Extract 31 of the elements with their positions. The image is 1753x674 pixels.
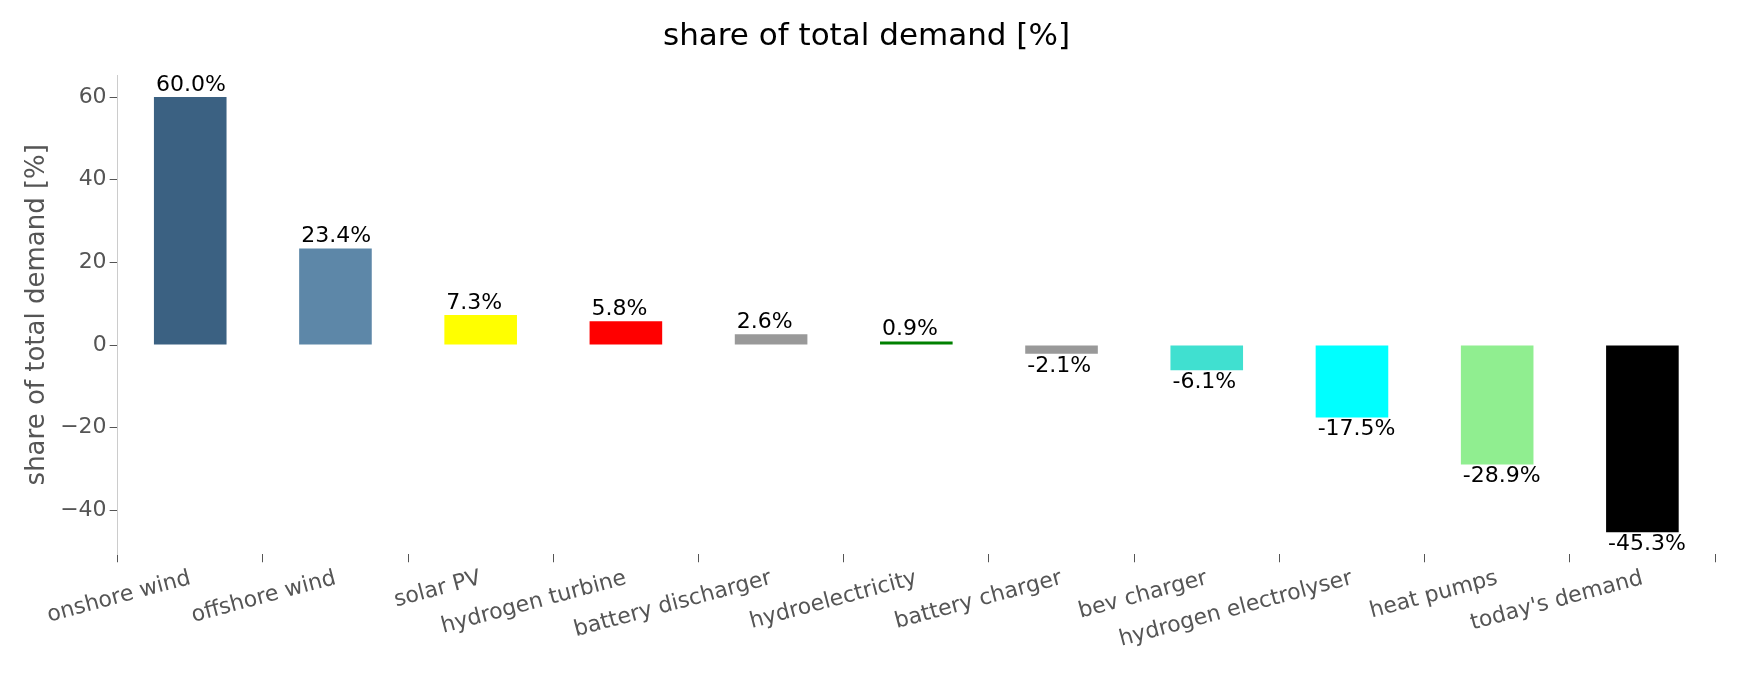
chart-title: share of total demand [%]	[662, 15, 1071, 52]
bar	[1315, 345, 1389, 418]
data-label: -45.3%	[1608, 530, 1686, 556]
y-tick-label: −20	[60, 413, 107, 439]
bar	[880, 341, 953, 345]
bar	[1170, 345, 1244, 371]
data-label: 2.6%	[736, 308, 793, 334]
data-label: 7.3%	[446, 288, 503, 314]
y-tick-label: 20	[78, 248, 107, 274]
bar	[1606, 345, 1679, 533]
y-tick-label: 60	[78, 82, 107, 108]
bar	[444, 314, 517, 345]
bar	[734, 334, 808, 345]
bar	[1460, 345, 1534, 465]
y-tick-label: 40	[78, 165, 107, 191]
data-label: -6.1%	[1172, 368, 1237, 394]
data-label: 0.9%	[882, 315, 938, 341]
data-label: -28.9%	[1462, 462, 1541, 488]
data-label: 5.8%	[591, 294, 648, 320]
bar	[589, 321, 663, 345]
data-label: 60.0%	[155, 70, 226, 96]
data-label: -2.1%	[1027, 351, 1092, 377]
data-label: 23.4%	[301, 222, 372, 248]
x-tick-label: onshore wind	[44, 564, 194, 627]
y-axis-title: share of total demand [%]	[20, 144, 51, 486]
y-tick-label: −40	[60, 496, 107, 522]
bar	[299, 248, 372, 345]
bar	[153, 97, 227, 345]
data-label: -17.5%	[1317, 415, 1396, 441]
bar	[1025, 345, 1098, 354]
y-tick-label: 0	[92, 330, 107, 356]
